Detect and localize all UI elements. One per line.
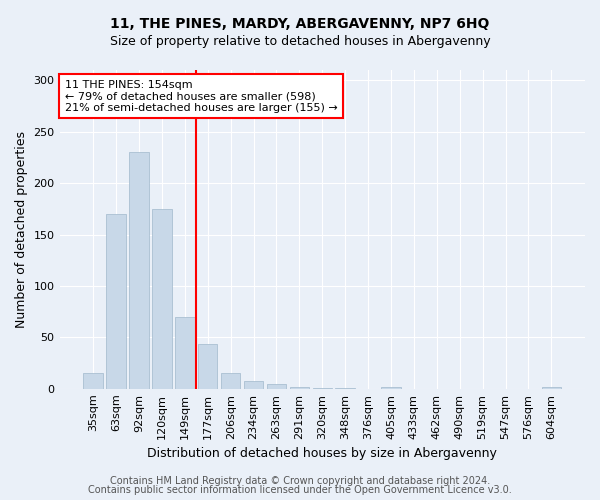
Text: Contains HM Land Registry data © Crown copyright and database right 2024.: Contains HM Land Registry data © Crown c… [110, 476, 490, 486]
Bar [290, 386, 309, 389]
Text: Contains public sector information licensed under the Open Government Licence v3: Contains public sector information licen… [88, 485, 512, 495]
Bar [83, 374, 103, 389]
Bar [313, 388, 332, 389]
Text: 11 THE PINES: 154sqm
← 79% of detached houses are smaller (598)
21% of semi-deta: 11 THE PINES: 154sqm ← 79% of detached h… [65, 80, 338, 113]
Y-axis label: Number of detached properties: Number of detached properties [15, 131, 28, 328]
Bar [244, 380, 263, 389]
Bar [175, 317, 194, 389]
Bar [335, 388, 355, 389]
Bar [152, 209, 172, 389]
Bar [542, 386, 561, 389]
Bar [267, 384, 286, 389]
Bar [221, 374, 241, 389]
Text: 11, THE PINES, MARDY, ABERGAVENNY, NP7 6HQ: 11, THE PINES, MARDY, ABERGAVENNY, NP7 6… [110, 18, 490, 32]
Bar [198, 344, 217, 389]
Bar [129, 152, 149, 389]
Bar [106, 214, 126, 389]
Bar [381, 386, 401, 389]
Text: Size of property relative to detached houses in Abergavenny: Size of property relative to detached ho… [110, 35, 490, 48]
X-axis label: Distribution of detached houses by size in Abergavenny: Distribution of detached houses by size … [148, 447, 497, 460]
